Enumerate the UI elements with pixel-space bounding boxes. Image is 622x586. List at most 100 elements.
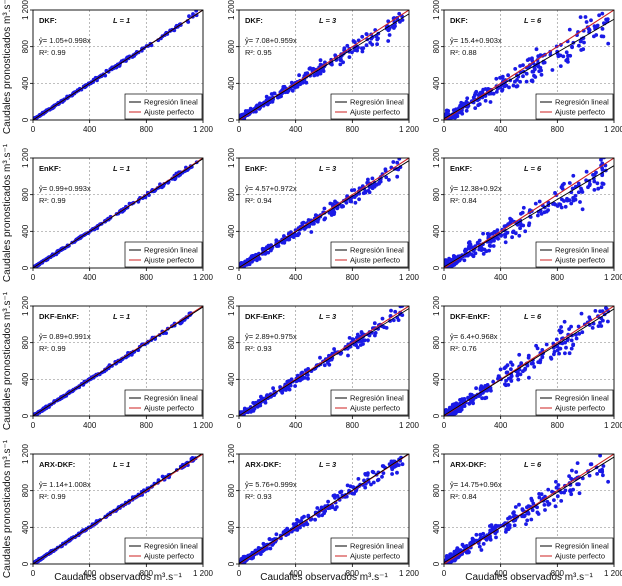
method-label: DKF-EnKF: (39, 312, 79, 321)
data-point (553, 504, 558, 509)
data-point (555, 494, 560, 499)
data-point (334, 505, 339, 509)
data-point (384, 175, 389, 180)
data-point (536, 213, 540, 218)
x-tick-label: 1 200 (604, 569, 622, 578)
data-point (577, 491, 582, 496)
data-point (565, 338, 570, 343)
data-point (466, 245, 471, 250)
data-point (477, 238, 482, 243)
data-point (395, 160, 400, 165)
x-tick-label: 0 (237, 273, 242, 282)
legend-regression-label: Regresión lineal (144, 98, 198, 107)
plot-frame (32, 305, 204, 417)
y-tick-label: 0 (21, 561, 30, 566)
data-point (598, 468, 602, 473)
regression-equation: ŷ= 0.99+0.993x (39, 184, 91, 193)
x-tick-label: 1 200 (604, 125, 622, 134)
x-tick-label: 800 (551, 125, 565, 134)
data-point (527, 221, 532, 226)
data-point (574, 333, 578, 337)
legend-regression-label: Regresión lineal (350, 394, 404, 403)
legend-box (535, 389, 614, 416)
x-tick-label: 800 (551, 421, 565, 430)
y-tick-label: 1 200 (432, 295, 441, 316)
data-point (537, 495, 542, 500)
data-point (269, 248, 273, 253)
data-point (297, 73, 301, 78)
x-tick-label: 400 (289, 569, 303, 578)
data-point (473, 251, 478, 256)
data-point (360, 34, 365, 39)
x-tick-label: 0 (31, 569, 36, 578)
data-point (577, 43, 581, 48)
x-tick-label: 0 (31, 273, 36, 282)
data-point (510, 363, 515, 367)
data-point (546, 487, 551, 492)
data-point (554, 337, 559, 342)
data-point (526, 353, 531, 358)
data-point (323, 216, 328, 221)
r-squared-label: R²: 0.94 (245, 196, 272, 205)
data-point (377, 180, 382, 185)
data-point (601, 182, 606, 186)
data-point (347, 336, 352, 340)
data-point (400, 313, 405, 317)
data-point (504, 378, 508, 383)
data-point (527, 375, 531, 380)
data-point (489, 388, 493, 393)
scatter-panel-12: 00 400 400 800 800 1 200 1 200 ARX-DKF: L = 6 ŷ= … (432, 443, 622, 578)
scatter-panel-10: 00 400 400 800 800 1 200 1 200 ARX-DKF: L = 1 ŷ= … (21, 443, 214, 578)
data-point (539, 212, 544, 216)
data-point (558, 53, 563, 58)
data-point (600, 173, 605, 178)
method-label: DKF-EnKF: (450, 312, 490, 321)
data-point (569, 492, 574, 497)
data-point (338, 490, 342, 495)
data-point (486, 87, 491, 91)
data-point (391, 318, 396, 323)
data-point (519, 361, 524, 366)
data-point (164, 331, 169, 335)
method-label: ARX-DKF: (450, 460, 486, 469)
data-point (452, 402, 457, 406)
data-point (569, 201, 574, 206)
data-point (386, 39, 391, 43)
data-point (506, 376, 511, 381)
data-point (245, 258, 250, 262)
x-tick-label: 400 (494, 125, 508, 134)
scatter-panel-11: 00 400 400 800 800 1 200 1 200 ARX-DKF: L = 3 ŷ= … (227, 443, 420, 578)
data-point (471, 95, 476, 100)
x-tick-label: 800 (346, 273, 360, 282)
y-tick-label: 400 (432, 224, 441, 238)
data-point (353, 200, 358, 205)
data-point (523, 229, 528, 234)
data-point (587, 323, 592, 327)
data-point (559, 499, 564, 503)
x-tick-label: 400 (494, 273, 508, 282)
data-point (534, 343, 538, 348)
data-point (584, 20, 589, 24)
data-point (536, 54, 541, 59)
r-squared-label: R²: 0.88 (450, 48, 477, 57)
data-point (355, 345, 360, 350)
data-point (493, 523, 498, 528)
method-label: EnKF: (450, 164, 472, 173)
data-point (400, 18, 405, 22)
data-point (387, 178, 391, 182)
data-point (593, 309, 598, 313)
data-point (517, 233, 522, 238)
legend-perfect-label: Ajuste perfecto (350, 404, 400, 413)
data-point (321, 69, 326, 73)
data-point (375, 37, 380, 42)
data-point (481, 251, 486, 256)
data-point (518, 226, 522, 231)
data-point (309, 230, 314, 234)
data-point (516, 371, 520, 375)
legend-regression-label: Regresión lineal (555, 394, 609, 403)
data-point (549, 356, 554, 361)
data-point (293, 85, 297, 90)
data-point (599, 185, 604, 190)
data-point (514, 84, 519, 89)
